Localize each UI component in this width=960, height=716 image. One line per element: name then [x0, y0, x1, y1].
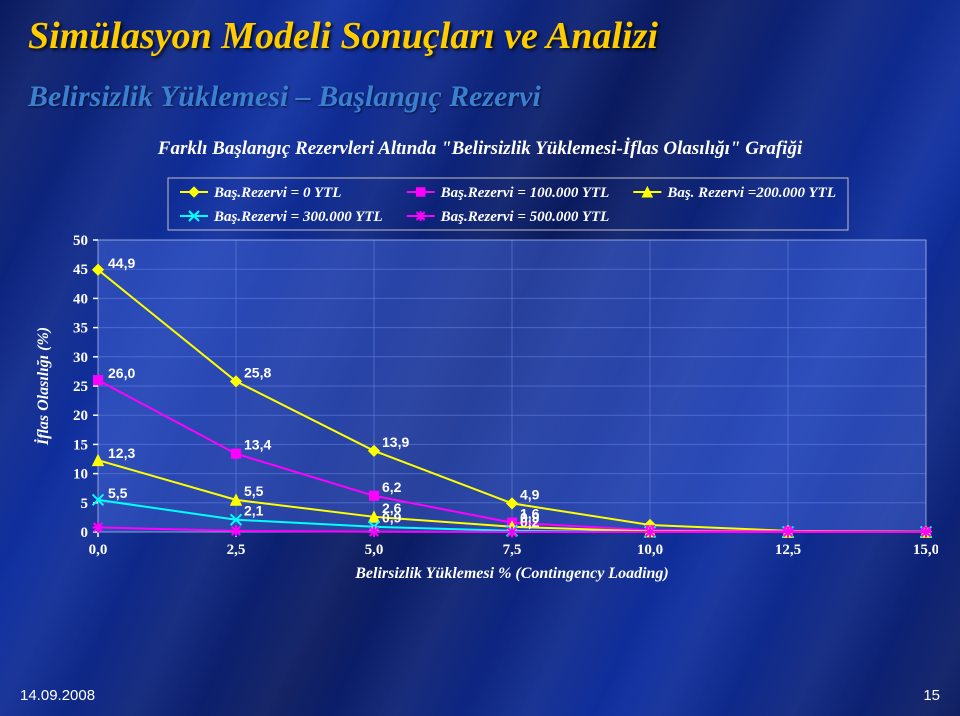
svg-text:44,9: 44,9: [108, 255, 135, 271]
svg-text:12,3: 12,3: [108, 445, 135, 461]
svg-text:Belirsizlik Yüklemesi % (Conti: Belirsizlik Yüklemesi % (Contingency Loa…: [354, 565, 669, 582]
svg-text:2,1: 2,1: [244, 503, 264, 519]
chart-container: 0 5 10 15 20 25 30 35 40 45 50 0,0 2,5 5,0 7,5 10,0 12,5…: [28, 170, 938, 590]
svg-text:13,9: 13,9: [382, 434, 409, 450]
svg-text:4,9: 4,9: [520, 486, 540, 502]
chart-title: Farklı Başlangıç Rezervleri Altında "Bel…: [0, 138, 960, 160]
svg-text:15,0: 15,0: [913, 542, 938, 558]
svg-text:0,9: 0,9: [382, 510, 402, 526]
svg-text:Baş. Rezervi =200.000 YTL: Baş. Rezervi =200.000 YTL: [666, 185, 836, 201]
slide-footer: 14.09.2008 15: [20, 687, 940, 704]
svg-text:20: 20: [73, 408, 88, 424]
svg-text:5,5: 5,5: [244, 483, 264, 499]
slide-title: Simülasyon Modeli Sonuçları ve Analizi: [28, 14, 658, 58]
svg-text:30: 30: [73, 350, 88, 366]
footer-page: 15: [923, 687, 940, 704]
svg-text:40: 40: [73, 291, 88, 307]
svg-text:5: 5: [81, 496, 89, 512]
svg-text:0: 0: [81, 525, 89, 541]
slide-subtitle: Belirsizlik Yüklemesi – Başlangıç Rezerv…: [28, 80, 541, 114]
svg-text:2,5: 2,5: [227, 542, 246, 558]
svg-text:25: 25: [73, 379, 88, 395]
svg-text:İflas Olasılığı (%): İflas Olasılığı (%): [33, 327, 52, 446]
svg-text:50: 50: [73, 233, 88, 249]
svg-text:15: 15: [73, 437, 88, 453]
svg-text:0,0: 0,0: [89, 542, 108, 558]
svg-text:5,5: 5,5: [108, 485, 128, 501]
svg-text:25,8: 25,8: [244, 364, 271, 380]
line-chart: 0 5 10 15 20 25 30 35 40 45 50 0,0 2,5 5,0 7,5 10,0 12,5…: [28, 170, 938, 590]
svg-text:13,4: 13,4: [244, 437, 271, 453]
svg-text:7,5: 7,5: [503, 542, 522, 558]
svg-text:10: 10: [73, 467, 88, 483]
svg-text:6,2: 6,2: [382, 479, 402, 495]
svg-text:10,0: 10,0: [637, 542, 663, 558]
footer-date: 14.09.2008: [20, 687, 95, 704]
svg-text:35: 35: [73, 321, 88, 337]
svg-text:45: 45: [73, 262, 88, 278]
svg-text:0,2: 0,2: [520, 514, 540, 530]
svg-text:Baş.Rezervi = 100.000 YTL: Baş.Rezervi = 100.000 YTL: [440, 185, 610, 201]
svg-text:Baş.Rezervi = 500.000 YTL: Baş.Rezervi = 500.000 YTL: [440, 209, 610, 225]
svg-text:5,0: 5,0: [365, 542, 384, 558]
svg-text:Baş.Rezervi = 300.000 YTL: Baş.Rezervi = 300.000 YTL: [213, 209, 383, 225]
svg-text:12,5: 12,5: [775, 542, 801, 558]
svg-text:Baş.Rezervi = 0 YTL: Baş.Rezervi = 0 YTL: [213, 185, 341, 201]
svg-text:26,0: 26,0: [108, 365, 135, 381]
